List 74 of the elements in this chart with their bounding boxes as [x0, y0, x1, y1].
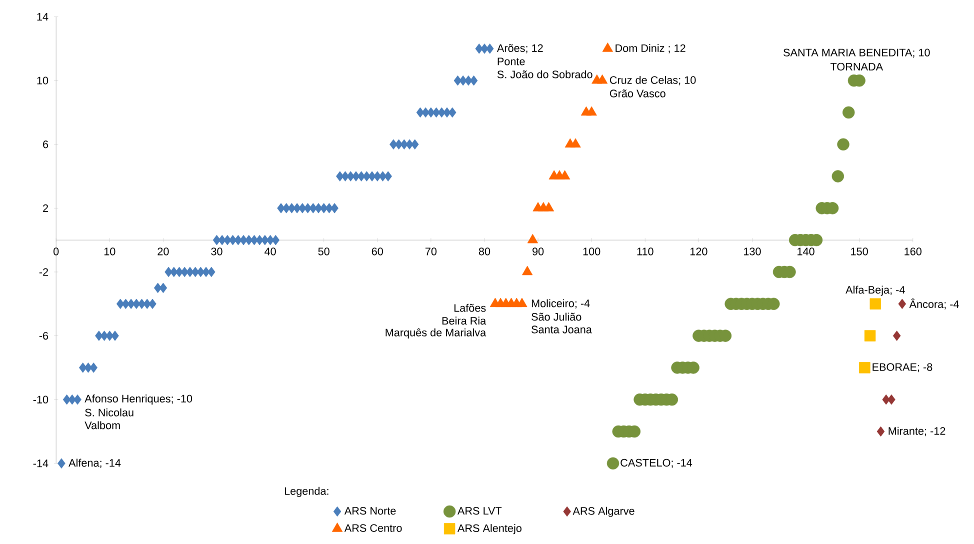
point [586, 106, 597, 116]
annotation: S. João do Sobrado [497, 70, 592, 78]
point [522, 266, 533, 276]
annotation: SANTA MARIA BENEDITA; 10 [784, 48, 930, 58]
point [606, 457, 620, 470]
x-tick-label: 120 [690, 248, 708, 256]
annotation: Âncora; -4 [909, 298, 959, 310]
point [559, 170, 570, 180]
point [870, 298, 882, 310]
annotation: Afonso Henriques; -10 [84, 394, 192, 405]
x-tick-label: 20 [158, 248, 169, 256]
annotation: Valbom [84, 421, 120, 430]
x-tick-label: 130 [744, 248, 761, 256]
point [516, 298, 528, 307]
annotation: Lafões [454, 304, 486, 312]
point [543, 202, 554, 212]
y-tick-label: -10 [33, 396, 48, 404]
annotation: Grão Vasco [610, 89, 666, 98]
point [898, 298, 906, 309]
y-tick-label: -6 [39, 332, 48, 340]
x-tick-label: 10 [104, 248, 116, 256]
annotation: Santa Joana [532, 326, 592, 334]
x-tick-label: 70 [425, 248, 437, 256]
annotation: Marquês de Marialva [386, 328, 486, 338]
x-tick-label: 50 [318, 248, 330, 256]
point [570, 138, 581, 148]
annotation: Moliceiro; -4 [532, 299, 590, 308]
x-tick-label: 140 [798, 248, 814, 256]
x-tick-label: 80 [478, 248, 490, 256]
y-tick-label: 14 [37, 12, 48, 20]
x-tick-label: 100 [583, 248, 600, 256]
y-tick-label: 10 [37, 76, 48, 84]
annotation: Ponte [498, 58, 525, 66]
annotation: EBORAE; -8 [872, 363, 932, 372]
x-tick-label: 150 [851, 248, 868, 256]
y-tick-label: 6 [43, 140, 48, 148]
annotation: São Julião [532, 312, 582, 321]
legend-label: ARS LVT [457, 506, 502, 515]
y-tick-label: -14 [33, 460, 48, 468]
point [864, 330, 876, 342]
point [892, 330, 901, 341]
annotation: Arões; 12 [496, 44, 543, 54]
annotation: TORNADA [830, 62, 884, 70]
point [837, 138, 850, 150]
x-tick-label: 110 [637, 248, 654, 256]
point [876, 426, 885, 437]
legend-title: Legenda: [284, 486, 328, 497]
annotation: Alfena; -14 [68, 458, 121, 468]
x-tick-label: 60 [372, 248, 383, 256]
annotation: Cruz de Celas; 10 [610, 76, 696, 86]
point [602, 42, 613, 52]
annotation: Mirante; -12 [888, 426, 946, 436]
y-tick-label: -2 [39, 268, 48, 276]
point [859, 362, 870, 374]
point [888, 394, 896, 405]
x-tick-label: 160 [904, 248, 922, 256]
point [527, 234, 538, 244]
annotation: Alfa-Beja; -4 [846, 286, 905, 296]
x-tick-label: 0 [54, 248, 59, 256]
annotation: Beira Ria [442, 316, 486, 325]
x-tick-label: 30 [211, 248, 222, 256]
annotation: S. Nicolau [85, 408, 134, 416]
legend-label: ARS Algarve [572, 506, 634, 517]
x-tick-label: 40 [264, 248, 276, 256]
annotation: Dom Diniz ; 12 [616, 44, 686, 54]
legend-label: ARS Norte [344, 506, 396, 515]
legend-label: ARS Alentejo [457, 524, 522, 534]
legend-label: ARS Centro [344, 524, 402, 532]
x-tick-label: 90 [532, 248, 544, 256]
point [832, 170, 844, 182]
y-tick-label: 2 [43, 204, 48, 212]
point [596, 74, 608, 84]
annotation: CASTELO; -14 [620, 458, 692, 468]
point [842, 106, 855, 118]
